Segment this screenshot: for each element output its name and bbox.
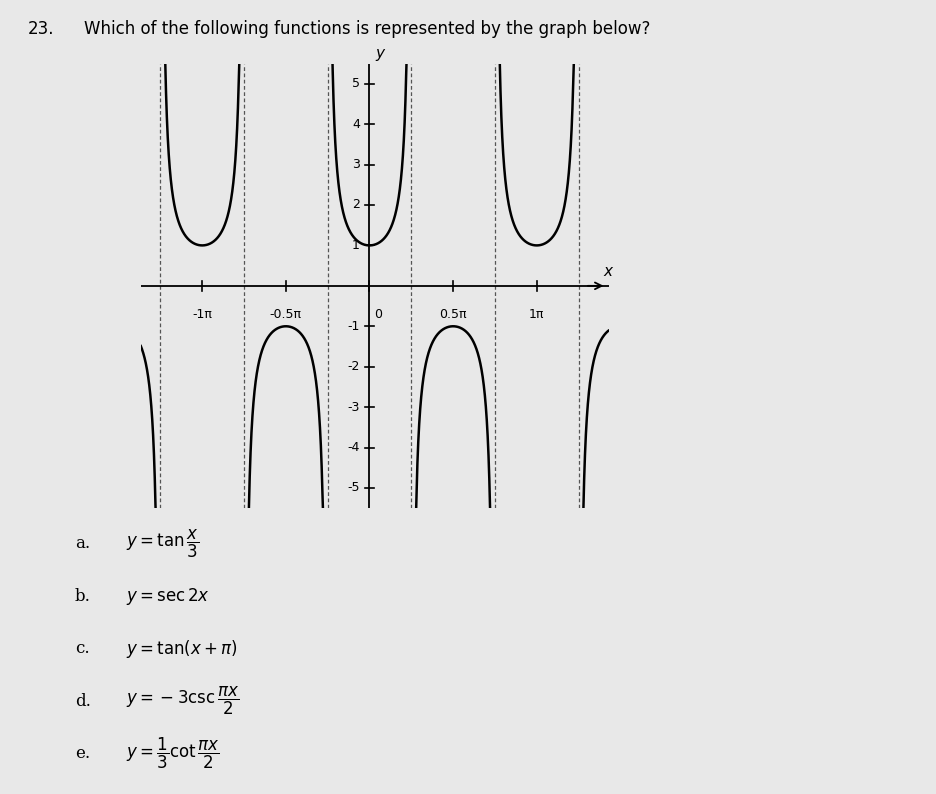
Text: $y = -3\csc\dfrac{\pi x}{2}$: $y = -3\csc\dfrac{\pi x}{2}$ bbox=[126, 685, 240, 717]
Text: e.: e. bbox=[75, 745, 90, 762]
Text: 5: 5 bbox=[352, 77, 359, 91]
Text: -3: -3 bbox=[347, 401, 359, 414]
Text: c.: c. bbox=[75, 640, 90, 657]
Text: 0: 0 bbox=[373, 308, 381, 321]
Text: $y = \tan\dfrac{x}{3}$: $y = \tan\dfrac{x}{3}$ bbox=[126, 528, 199, 560]
Text: y: y bbox=[375, 47, 384, 61]
Text: 1: 1 bbox=[352, 239, 359, 252]
Text: x: x bbox=[603, 264, 612, 279]
Text: b.: b. bbox=[75, 588, 91, 605]
Text: $y = \dfrac{1}{3}\cot\dfrac{\pi x}{2}$: $y = \dfrac{1}{3}\cot\dfrac{\pi x}{2}$ bbox=[126, 736, 220, 771]
Text: 3: 3 bbox=[352, 158, 359, 171]
Text: $y = \tan(x + \pi)$: $y = \tan(x + \pi)$ bbox=[126, 638, 238, 660]
Text: Which of the following functions is represented by the graph below?: Which of the following functions is repr… bbox=[84, 20, 650, 38]
Text: d.: d. bbox=[75, 692, 91, 710]
Text: -5: -5 bbox=[347, 481, 359, 495]
Text: a.: a. bbox=[75, 535, 90, 553]
Text: -1: -1 bbox=[347, 320, 359, 333]
Text: -2: -2 bbox=[347, 360, 359, 373]
Text: 4: 4 bbox=[352, 118, 359, 131]
Text: -0.5π: -0.5π bbox=[270, 308, 301, 321]
Text: 0.5π: 0.5π bbox=[439, 308, 466, 321]
Text: $y = \sec 2x$: $y = \sec 2x$ bbox=[126, 586, 211, 607]
Text: -4: -4 bbox=[347, 441, 359, 454]
Text: 1π: 1π bbox=[529, 308, 544, 321]
Text: 2: 2 bbox=[352, 198, 359, 211]
Text: 23.: 23. bbox=[28, 20, 54, 38]
Text: -1π: -1π bbox=[192, 308, 212, 321]
